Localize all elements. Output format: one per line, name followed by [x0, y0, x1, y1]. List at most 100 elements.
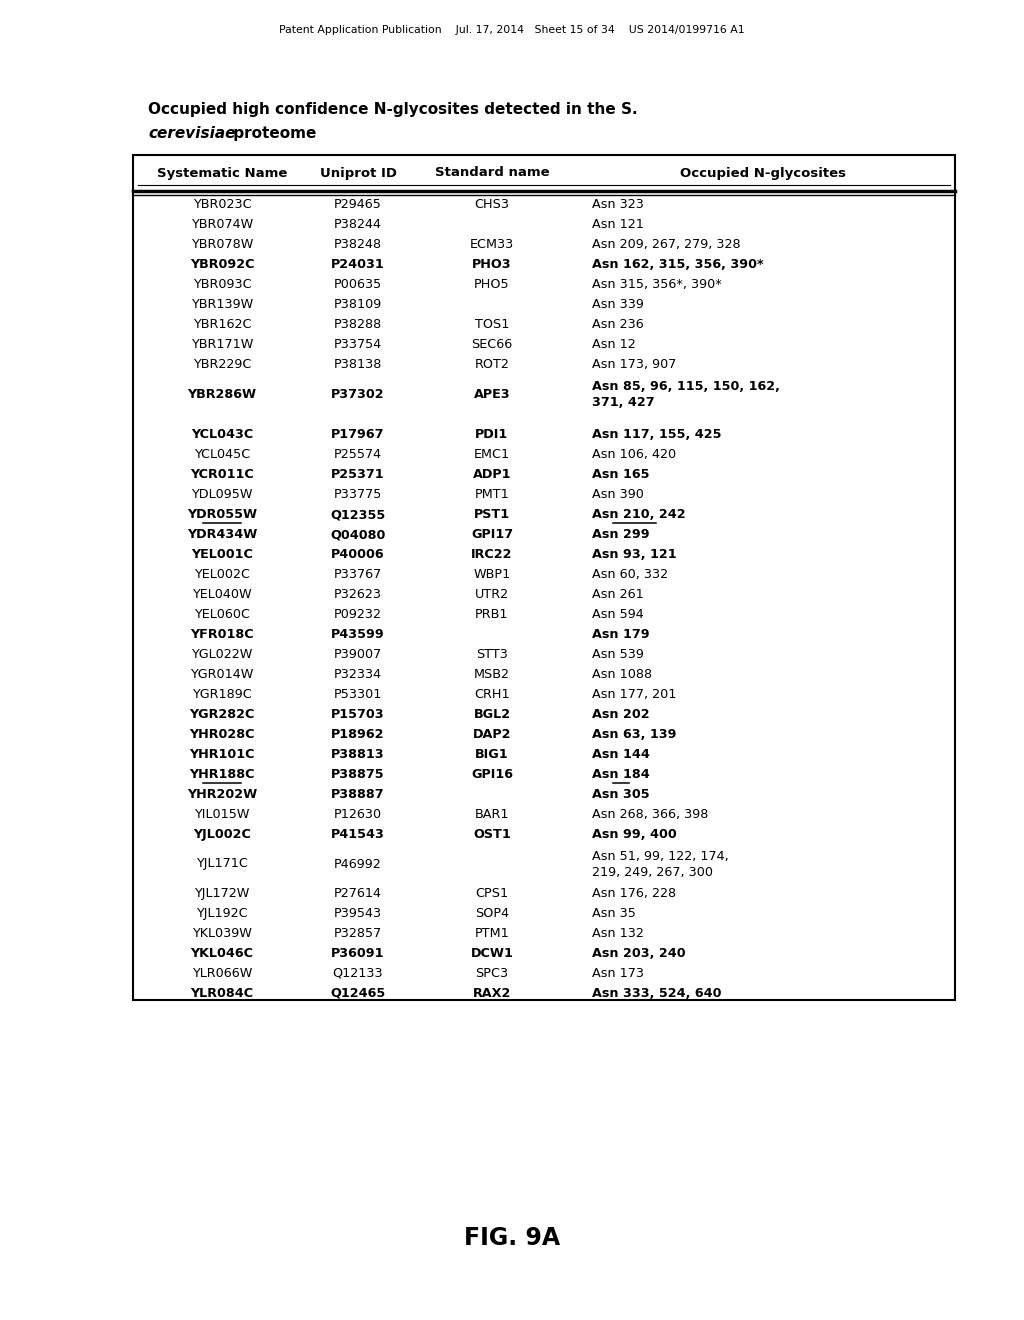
- Text: P38138: P38138: [334, 358, 382, 371]
- Text: P29465: P29465: [334, 198, 382, 211]
- Text: YEL002C: YEL002C: [194, 568, 250, 581]
- Text: Occupied high confidence N-glycosites detected in the S.: Occupied high confidence N-glycosites de…: [148, 102, 638, 117]
- Text: YDL095W: YDL095W: [191, 488, 253, 502]
- Text: EMC1: EMC1: [474, 447, 510, 461]
- Text: ECM33: ECM33: [470, 238, 514, 251]
- Text: P12630: P12630: [334, 808, 382, 821]
- Text: YHR028C: YHR028C: [189, 729, 255, 741]
- Text: YBR023C: YBR023C: [193, 198, 251, 211]
- Text: P27614: P27614: [334, 887, 382, 900]
- Text: YBR139W: YBR139W: [190, 298, 253, 312]
- Text: Asn 339: Asn 339: [592, 298, 644, 312]
- Text: CHS3: CHS3: [474, 198, 510, 211]
- Text: YDR055W: YDR055W: [187, 508, 257, 521]
- Text: P24031: P24031: [331, 257, 385, 271]
- Text: P53301: P53301: [334, 688, 382, 701]
- Text: Asn 144: Asn 144: [592, 748, 650, 762]
- Text: P38887: P38887: [331, 788, 385, 801]
- Text: P17967: P17967: [331, 428, 385, 441]
- Text: Q12465: Q12465: [331, 987, 386, 1001]
- Text: Asn 236: Asn 236: [592, 318, 644, 331]
- Text: YLR066W: YLR066W: [191, 968, 252, 979]
- Text: YCL043C: YCL043C: [190, 428, 253, 441]
- Text: YBR074W: YBR074W: [190, 218, 253, 231]
- Text: YBR229C: YBR229C: [193, 358, 251, 371]
- Text: YKL046C: YKL046C: [190, 946, 254, 960]
- Text: PTM1: PTM1: [475, 927, 509, 940]
- Text: Asn 390: Asn 390: [592, 488, 644, 502]
- Text: GPI16: GPI16: [471, 768, 513, 781]
- Text: YBR286W: YBR286W: [187, 388, 257, 400]
- Text: P32857: P32857: [334, 927, 382, 940]
- Text: Asn 594: Asn 594: [592, 609, 644, 620]
- Text: SEC66: SEC66: [471, 338, 513, 351]
- Text: STT3: STT3: [476, 648, 508, 661]
- Text: cerevisiae: cerevisiae: [148, 125, 236, 141]
- Text: Asn 85, 96, 115, 150, 162,: Asn 85, 96, 115, 150, 162,: [592, 380, 780, 393]
- Text: PHO3: PHO3: [472, 257, 512, 271]
- Text: DAP2: DAP2: [473, 729, 511, 741]
- Text: P33754: P33754: [334, 338, 382, 351]
- Text: P15703: P15703: [331, 708, 385, 721]
- Text: PDI1: PDI1: [475, 428, 509, 441]
- Text: Asn 93, 121: Asn 93, 121: [592, 548, 677, 561]
- Text: Asn 210, 242: Asn 210, 242: [592, 508, 686, 521]
- Text: Asn 202: Asn 202: [592, 708, 649, 721]
- Text: YKL039W: YKL039W: [193, 927, 252, 940]
- Text: P25574: P25574: [334, 447, 382, 461]
- Text: Asn 261: Asn 261: [592, 587, 644, 601]
- Text: YIL015W: YIL015W: [195, 808, 250, 821]
- Text: Asn 35: Asn 35: [592, 907, 636, 920]
- Text: Asn 268, 366, 398: Asn 268, 366, 398: [592, 808, 709, 821]
- Text: YDR434W: YDR434W: [186, 528, 257, 541]
- Text: Asn 173, 907: Asn 173, 907: [592, 358, 677, 371]
- Text: Asn 60, 332: Asn 60, 332: [592, 568, 668, 581]
- Text: Asn 1088: Asn 1088: [592, 668, 652, 681]
- Text: 371, 427: 371, 427: [592, 396, 654, 409]
- Text: P18962: P18962: [331, 729, 385, 741]
- Text: ADP1: ADP1: [473, 469, 511, 480]
- Text: Patent Application Publication    Jul. 17, 2014   Sheet 15 of 34    US 2014/0199: Patent Application Publication Jul. 17, …: [280, 25, 744, 36]
- Text: YGR014W: YGR014W: [190, 668, 254, 681]
- Text: proteome: proteome: [228, 125, 316, 141]
- Text: P38244: P38244: [334, 218, 382, 231]
- Text: P37302: P37302: [331, 388, 385, 400]
- Text: ROT2: ROT2: [474, 358, 509, 371]
- Text: P38875: P38875: [331, 768, 385, 781]
- Text: P36091: P36091: [331, 946, 385, 960]
- Text: YHR101C: YHR101C: [189, 748, 255, 762]
- Text: YBR092C: YBR092C: [189, 257, 254, 271]
- Text: YEL060C: YEL060C: [194, 609, 250, 620]
- Text: Asn 106, 420: Asn 106, 420: [592, 447, 676, 461]
- Text: P33767: P33767: [334, 568, 382, 581]
- Text: Q12133: Q12133: [333, 968, 383, 979]
- Text: OST1: OST1: [473, 828, 511, 841]
- Text: Asn 539: Asn 539: [592, 648, 644, 661]
- Text: Systematic Name: Systematic Name: [157, 166, 287, 180]
- Text: FIG. 9A: FIG. 9A: [464, 1226, 560, 1250]
- Text: Q04080: Q04080: [331, 528, 386, 541]
- Text: P25371: P25371: [331, 469, 385, 480]
- Text: RAX2: RAX2: [473, 987, 511, 1001]
- Text: PMT1: PMT1: [475, 488, 509, 502]
- Text: YGR189C: YGR189C: [193, 688, 252, 701]
- Text: Asn 177, 201: Asn 177, 201: [592, 688, 677, 701]
- Text: Asn 299: Asn 299: [592, 528, 649, 541]
- Bar: [133, 154, 955, 1001]
- Text: Asn 179: Asn 179: [592, 628, 649, 642]
- Text: P43599: P43599: [331, 628, 385, 642]
- Text: YJL192C: YJL192C: [197, 907, 248, 920]
- Text: CRH1: CRH1: [474, 688, 510, 701]
- Text: Asn 203, 240: Asn 203, 240: [592, 946, 686, 960]
- Text: YBR171W: YBR171W: [190, 338, 253, 351]
- Text: PHO5: PHO5: [474, 279, 510, 290]
- Text: YEL040W: YEL040W: [193, 587, 252, 601]
- Text: Q12355: Q12355: [331, 508, 386, 521]
- Text: Asn 165: Asn 165: [592, 469, 649, 480]
- Text: Asn 184: Asn 184: [592, 768, 650, 781]
- Text: Asn 305: Asn 305: [592, 788, 649, 801]
- Text: Asn 173: Asn 173: [592, 968, 644, 979]
- Text: P38288: P38288: [334, 318, 382, 331]
- Text: P38109: P38109: [334, 298, 382, 312]
- Text: SPC3: SPC3: [475, 968, 509, 979]
